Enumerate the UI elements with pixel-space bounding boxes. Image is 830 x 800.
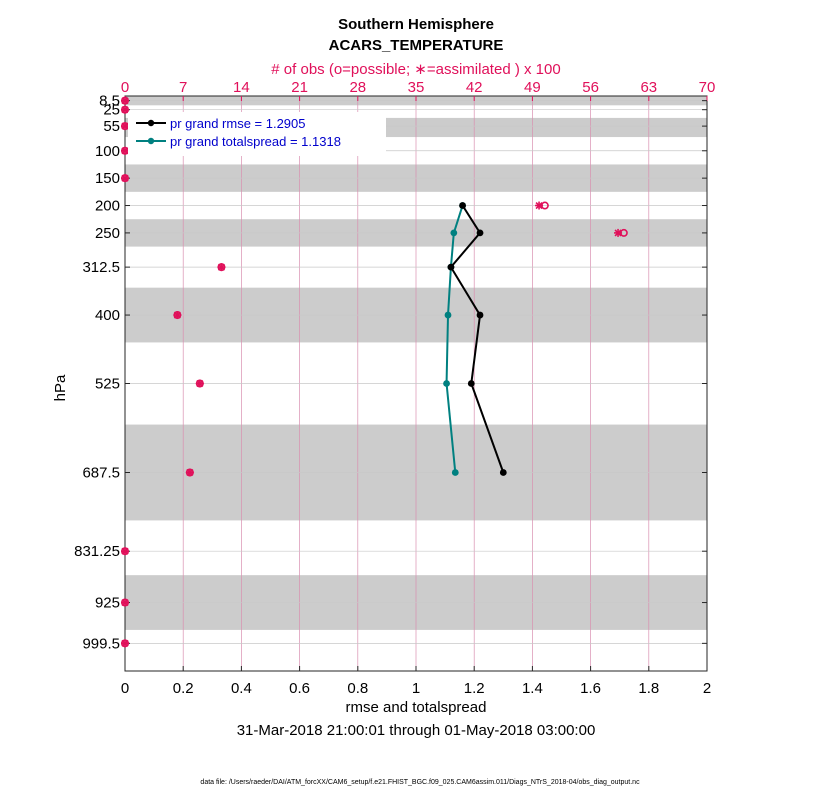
series-point-totalspread	[443, 380, 450, 387]
asterisk-stroke	[121, 598, 129, 607]
x-tick-label: 2	[703, 680, 711, 697]
series-layer	[443, 202, 507, 476]
y-tick-label: 687.5	[82, 464, 120, 481]
y-tick-label: 925	[95, 595, 120, 612]
top-tick-label: 7	[179, 79, 187, 96]
series-point-rmse	[447, 263, 455, 271]
obs-assimilated-marker	[121, 146, 129, 155]
y-tick-label: 525	[95, 376, 120, 393]
asterisk-stroke	[173, 311, 181, 319]
asterisk-stroke	[121, 97, 129, 105]
y-tick-label: 999.5	[82, 635, 120, 652]
x-tick-label: 1	[412, 680, 420, 697]
asterisk-stroke	[121, 147, 129, 155]
obs-assimilated-marker	[121, 547, 129, 556]
y-tick-label: 55	[103, 118, 120, 135]
x-tick-label: 0	[121, 680, 129, 697]
obs-assimilated-marker	[121, 96, 129, 105]
obs-assimilated-marker	[121, 122, 129, 131]
chart-title: Southern Hemisphere	[338, 16, 494, 33]
x-tick-label: 1.4	[522, 680, 543, 697]
asterisk-stroke	[121, 639, 129, 647]
series-line-rmse	[449, 204, 505, 473]
series-point-totalspread	[451, 469, 459, 476]
top-tick-label: 49	[524, 79, 541, 96]
x-axis-label: rmse and totalspread	[346, 699, 487, 716]
obs-assimilated-marker	[121, 639, 129, 648]
legend-spread-label: pr grand totalspread = 1.1318	[170, 134, 341, 149]
legend-box	[128, 112, 386, 156]
series-point-rmse	[499, 469, 507, 476]
asterisk-stroke	[217, 263, 226, 271]
obs-assimilated-marker	[121, 105, 129, 114]
asterisk-stroke	[121, 106, 129, 114]
top-tick-label: 28	[349, 79, 366, 96]
x-tick-label: 1.2	[464, 680, 485, 697]
chart-subtitle: ACARS_TEMPERATURE	[329, 37, 504, 54]
top-tick-label: 0	[121, 79, 129, 96]
obs-assimilated-marker	[535, 201, 544, 210]
footer-datafile: data file: /Users/raeder/DAI/ATM_forcXX/…	[200, 779, 640, 786]
y-tick-label: 100	[95, 143, 120, 160]
top-tick-label: 42	[466, 79, 483, 96]
asterisk-stroke	[614, 229, 622, 237]
asterisk-stroke	[121, 547, 129, 555]
y-tick-label: 150	[95, 170, 120, 187]
asterisk-stroke	[121, 122, 129, 130]
obs-assimilated-marker	[217, 263, 226, 272]
x-tick-label: 0.6	[289, 680, 310, 697]
top-tick-label: 21	[291, 79, 308, 96]
x-tick-label: 0.2	[173, 680, 194, 697]
obs-assimilated-marker	[121, 598, 129, 607]
asterisk-stroke	[535, 201, 543, 210]
asterisk-stroke	[196, 379, 204, 388]
date-range: 31-Mar-2018 21:00:01 through 01-May-2018…	[237, 722, 596, 739]
y-tick-label: 312.5	[82, 259, 120, 276]
series-point-totalspread	[450, 229, 458, 237]
obs-count-layer	[121, 96, 628, 648]
legend-rmse-label: pr grand rmse = 1.2905	[170, 116, 306, 131]
top-tick-label: 56	[582, 79, 599, 96]
series-line-totalspread	[445, 205, 464, 473]
series-point-rmse	[459, 202, 466, 209]
y-tick-label: 250	[95, 225, 120, 242]
legend: pr grand rmse = 1.2905 pr grand totalspr…	[128, 112, 386, 156]
top-axis-label: # of obs (o=possible; ∗=assimilated ) x …	[271, 61, 560, 78]
y-axis-label: hPa	[52, 374, 69, 401]
series-point-rmse	[476, 311, 484, 319]
series-point-rmse	[476, 229, 484, 237]
asterisk-stroke	[121, 174, 129, 182]
y-tick-label: 8.5	[99, 93, 120, 110]
legend-spread-marker	[147, 137, 155, 145]
top-tick-label: 14	[233, 79, 250, 96]
obs-assimilated-marker	[185, 468, 194, 477]
asterisk-stroke	[186, 468, 194, 477]
x-tick-label: 1.8	[638, 680, 659, 697]
y-tick-label: 831.25	[74, 543, 120, 560]
obs-assimilated-marker	[121, 174, 129, 183]
legend-rmse-marker	[147, 119, 155, 127]
x-tick-label: 0.8	[347, 680, 368, 697]
top-tick-label: 70	[699, 79, 716, 96]
x-tick-label: 1.6	[580, 680, 601, 697]
top-tick-label: 63	[640, 79, 657, 96]
axis-ticks: 0 0.2 0.4 0.6 0.8 1 1.2 1.4 1.6 1.8 2 0 7 14 21 28 35 42 4…	[74, 79, 715, 697]
x-tick-label: 0.4	[231, 680, 252, 697]
series-point-rmse	[467, 380, 475, 387]
series-point-totalspread	[444, 311, 452, 319]
obs-assimilated-marker	[173, 311, 182, 320]
y-tick-label: 200	[95, 198, 120, 215]
obs-assimilated-marker	[195, 379, 204, 388]
top-tick-label: 35	[408, 79, 425, 96]
y-tick-label: 25	[103, 102, 120, 119]
obs-assimilated-marker	[614, 228, 623, 237]
y-tick-label: 400	[95, 307, 120, 324]
